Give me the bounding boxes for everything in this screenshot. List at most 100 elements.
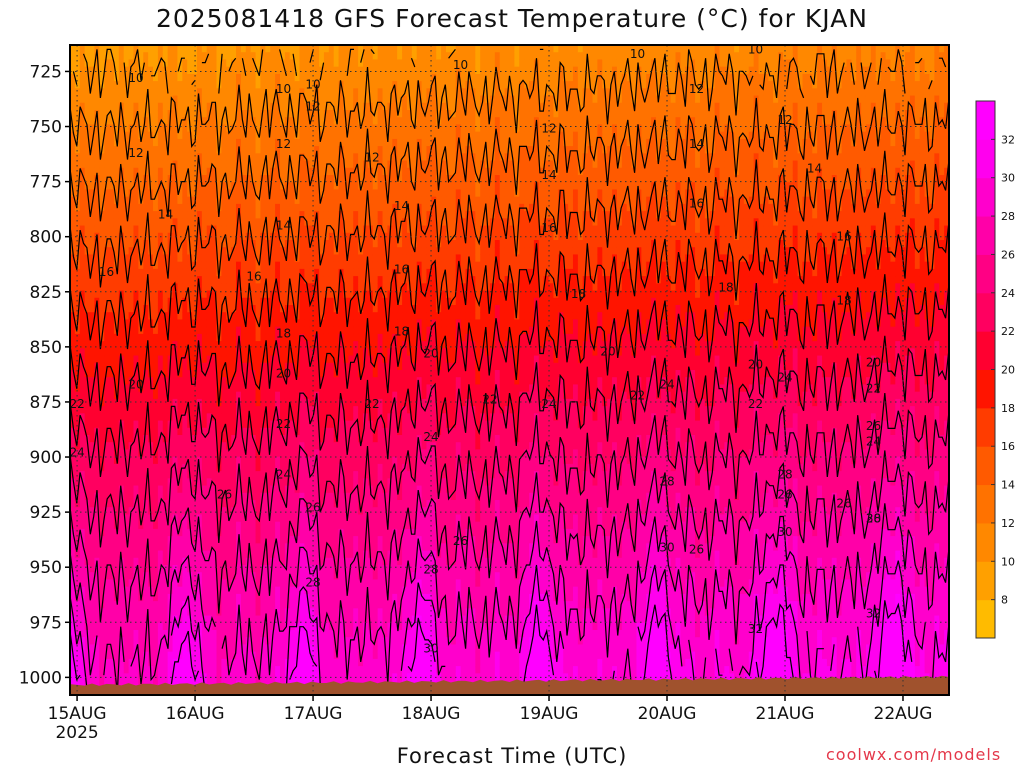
heat-cell: [99, 500, 105, 508]
heat-cell: [94, 391, 100, 400]
heat-cell: [177, 81, 183, 89]
heat-cell: [148, 406, 154, 414]
heat-cell: [289, 88, 296, 97]
heat-cell: [216, 442, 222, 451]
heat-cell: [143, 341, 149, 349]
heat-cell: [84, 572, 91, 581]
heat-cell: [79, 406, 86, 414]
heat-cell: [284, 507, 291, 516]
heat-cell: [284, 203, 291, 212]
heat-cell: [240, 471, 247, 479]
heat-cell: [294, 341, 301, 349]
heat-cell: [109, 88, 115, 97]
heat-cell: [299, 673, 305, 682]
heat-cell: [109, 463, 115, 472]
heat-cell: [206, 377, 213, 386]
heat-cell: [265, 59, 271, 68]
heat-cell: [240, 268, 247, 277]
heat-cell: [206, 514, 213, 523]
heat-cell: [201, 124, 208, 133]
heat-cell: [79, 81, 86, 89]
heat-cell: [314, 586, 320, 595]
heat-cell: [260, 218, 266, 227]
heat-cell: [157, 463, 164, 472]
heat-cell: [84, 651, 91, 660]
heat-cell: [245, 59, 252, 68]
heat-cell: [187, 254, 193, 263]
heat-cell: [216, 254, 222, 263]
heat-cell: [99, 160, 105, 169]
heat-cell: [279, 73, 286, 82]
heat-cell: [196, 247, 203, 256]
heat-cell: [221, 160, 227, 169]
heat-cell: [118, 680, 125, 689]
heat-cell: [109, 514, 115, 523]
heat-cell: [201, 615, 208, 624]
heat-cell: [245, 45, 252, 53]
heat-cell: [157, 160, 164, 169]
heat-cell: [226, 449, 232, 458]
heat-cell: [153, 406, 159, 414]
heat-cell: [192, 528, 198, 537]
heat-cell: [123, 261, 130, 270]
heat-cell: [187, 138, 193, 147]
heat-cell: [153, 268, 159, 277]
heat-cell: [309, 124, 315, 133]
heat-cell: [118, 189, 125, 198]
heat-cell: [216, 565, 222, 573]
heat-cell: [284, 406, 291, 414]
heat-cell: [260, 507, 266, 516]
heat-cell: [128, 536, 135, 544]
heat-cell: [123, 507, 130, 516]
heat-cell: [109, 500, 115, 508]
heat-cell: [284, 254, 291, 263]
heat-cell: [260, 550, 266, 559]
heat-cell: [201, 521, 208, 530]
heat-cell: [226, 276, 232, 284]
heat-cell: [182, 456, 188, 465]
heat-cell: [323, 658, 330, 667]
heat-cell: [153, 521, 159, 530]
heat-cell: [162, 362, 169, 371]
heat-cell: [79, 203, 86, 212]
heat-cell: [236, 521, 242, 530]
heat-cell: [221, 449, 227, 458]
heat-cell: [299, 377, 305, 386]
heat-cell: [133, 196, 139, 205]
heat-cell: [328, 232, 335, 241]
heat-cell: [172, 391, 179, 400]
heat-cell: [182, 73, 188, 82]
heat-cell: [294, 406, 301, 414]
heat-cell: [89, 420, 96, 429]
heat-cell: [196, 420, 203, 429]
heat-cell: [94, 66, 100, 75]
heat-cell: [128, 175, 135, 183]
heat-cell: [221, 658, 227, 667]
heat-cell: [70, 232, 76, 241]
heat-cell: [162, 211, 169, 219]
heat-cell: [240, 557, 247, 566]
heat-cell: [118, 362, 125, 371]
heat-cell: [260, 73, 266, 82]
heat-cell: [221, 45, 227, 53]
heat-cell: [79, 521, 86, 530]
heat-cell: [187, 131, 193, 140]
heat-cell: [284, 189, 291, 198]
heat-cell: [172, 630, 179, 638]
heat-cell: [143, 536, 149, 544]
heat-cell: [201, 644, 208, 653]
heat-cell: [289, 521, 296, 530]
heat-cell: [275, 377, 281, 386]
heat-cell: [74, 565, 81, 573]
heat-cell: [211, 601, 218, 609]
heat-cell: [221, 268, 227, 277]
heat-cell: [236, 615, 242, 624]
heat-cell: [123, 95, 130, 104]
heat-cell: [99, 579, 105, 588]
heat-cell: [250, 124, 257, 133]
heat-cell: [333, 420, 340, 429]
heat-cell: [74, 463, 81, 472]
heat-cell: [245, 362, 252, 371]
heat-cell: [201, 52, 208, 61]
heat-cell: [211, 160, 218, 169]
